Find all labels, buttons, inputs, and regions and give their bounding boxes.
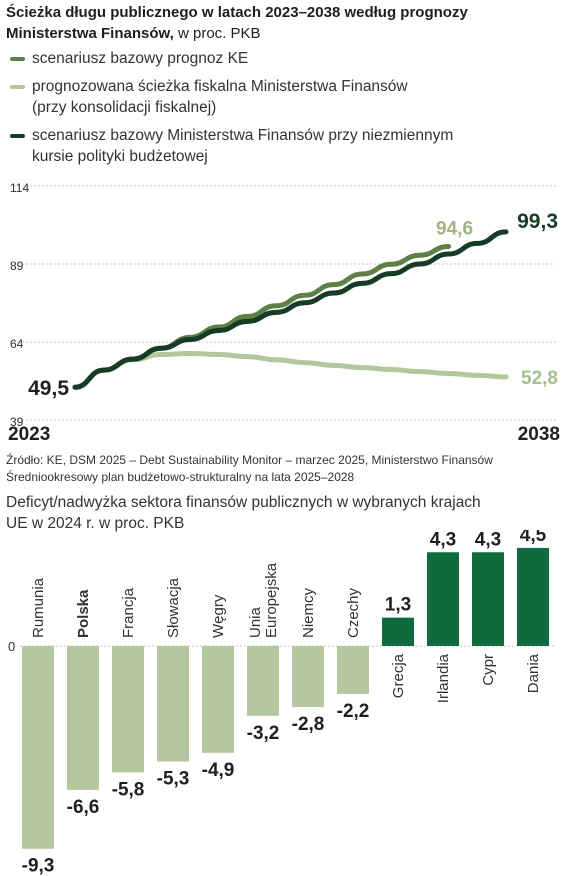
end-value-label-mf-baseline: 99,3 — [517, 210, 558, 233]
y-tick-39: 39 — [10, 415, 24, 429]
line-chart-title-text: Ścieżka długu publicznego w latach 2023–… — [6, 4, 468, 42]
series-line-mf-consolidation — [72, 351, 509, 390]
bar-polska — [67, 646, 99, 790]
x-label-end: 2038 — [518, 424, 560, 445]
bar-value-label-cypr: 4,3 — [475, 530, 501, 550]
category-label-słowacja: Słowacja — [165, 577, 182, 638]
category-label-węgry: Węgry — [210, 594, 227, 638]
legend-swatch-ke — [10, 57, 25, 61]
bar-value-label-rumunia: -9,3 — [22, 856, 55, 876]
bar-value-label-irlandia: 4,3 — [430, 530, 456, 550]
zero-label: 0 — [8, 639, 15, 654]
legend-label-mf-consolidation: prognozowana ścieżka fiskalna Ministerst… — [32, 78, 408, 95]
bar-value-label-niemcy: -2,8 — [292, 714, 325, 735]
category-label-dania: Dania — [525, 653, 542, 693]
bar-francja — [112, 646, 144, 773]
legend-item-mf-consolidation: prognozowana ścieżka fiskalna Ministerst… — [10, 76, 408, 118]
start-value-label: 49,5 — [28, 377, 69, 400]
category-label-rumunia: Rumunia — [30, 577, 47, 638]
bar-cypr — [472, 552, 504, 646]
bar-chart-title-line1: Deficyt/nadwyżka sektora finansów public… — [6, 494, 481, 511]
bar-value-label-dania: 4,5 — [520, 530, 547, 546]
legend-swatch-mf-consolidation — [10, 85, 25, 89]
bar-słowacja — [157, 646, 189, 762]
series-line-mf-baseline — [72, 229, 509, 390]
bar-value-label-czechy: -2,2 — [337, 701, 370, 722]
y-tick-64: 64 — [10, 337, 24, 351]
bar-chart-title-line2: UE w 2024 r. w proc. PKB — [6, 515, 185, 532]
bar-value-label-słowacja: -5,3 — [157, 769, 190, 790]
category-label-unia-line2: Europejska — [263, 562, 280, 638]
category-label-cypr: Cypr — [480, 654, 497, 686]
legend-label-mf-baseline-line2: kursie polityki budżetowej — [32, 148, 208, 165]
line-chart-title: Ścieżka długu publicznego w latach 2023–… — [6, 2, 556, 44]
bar-węgry — [202, 646, 234, 753]
deficit-bar-chart: 0 -9,3 Rumunia -6,6 Polska -5,8 Francja -5,3 Sł… — [8, 530, 556, 876]
bar-value-label-węgry: -4,9 — [202, 760, 235, 781]
line-chart-subtitle: w proc. PKB — [177, 25, 261, 42]
bar-value-label-unia: -3,2 — [247, 723, 280, 744]
legend-label-mf-baseline: scenariusz bazowy Ministerstwa Finansów … — [32, 127, 454, 144]
category-label-niemcy: Niemcy — [300, 587, 317, 638]
source-note: Źródło: KE, DSM 2025 – Debt Sustainabili… — [6, 452, 558, 486]
legend-item-mf-baseline: scenariusz bazowy Ministerstwa Finansów … — [10, 125, 453, 167]
category-label-unia: Unia — [247, 606, 264, 638]
y-tick-89: 89 — [10, 259, 24, 273]
bar-dania — [517, 547, 549, 646]
bar-irlandia — [427, 552, 459, 646]
source-line-1: Źródło: KE, DSM 2025 – Debt Sustainabili… — [6, 453, 493, 467]
legend-swatch-mf-baseline — [10, 134, 25, 138]
bar-value-label-grecja: 1,3 — [385, 595, 411, 616]
legend-label-ke: scenariusz bazowy prognoz KE — [32, 50, 249, 67]
legend-label-mf-consolidation-line2: (przy konsolidacji fiskalnej) — [32, 99, 217, 116]
debt-line-chart: 114 89 64 39 2023 2038 49,5 94,6 99,3 52,8 — [8, 181, 560, 445]
x-label-start: 2023 — [8, 424, 50, 445]
bar-value-label-polska: -6,6 — [67, 797, 100, 818]
bar-grecja — [382, 617, 414, 646]
bar-czechy — [337, 646, 369, 694]
end-value-label-mf-consolidation: 52,8 — [521, 368, 558, 389]
bar-niemcy — [292, 646, 324, 708]
y-tick-labels: 114 89 64 39 — [10, 181, 29, 429]
y-grid — [10, 185, 556, 421]
category-label-francja: Francja — [120, 587, 137, 638]
category-label-irlandia: Irlandia — [435, 653, 452, 703]
bar-chart-title: Deficyt/nadwyżka sektora finansów public… — [6, 492, 558, 534]
category-label-grecja: Grecja — [390, 653, 407, 698]
source-line-2: Średniookresowy plan budżetowo-struktura… — [6, 470, 355, 484]
y-tick-114: 114 — [10, 181, 29, 195]
bar-value-label-francja: -5,8 — [112, 779, 145, 800]
category-label-czechy: Czechy — [345, 587, 362, 638]
category-label-polska: Polska — [75, 589, 92, 638]
bar-rumunia — [22, 646, 54, 849]
end-value-label-ke: 94,6 — [436, 219, 473, 240]
bar-unia — [247, 646, 279, 716]
legend-item-ke: scenariusz bazowy prognoz KE — [10, 48, 248, 69]
